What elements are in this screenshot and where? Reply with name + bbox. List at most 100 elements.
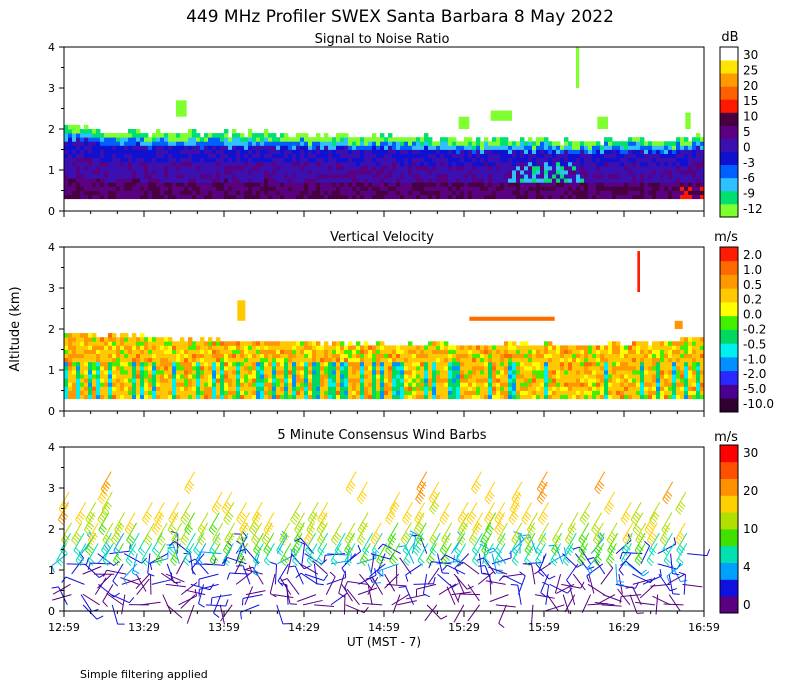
vv-cell [564,349,569,354]
vv-cell [584,357,589,363]
vv-cell [108,394,113,400]
snr-cell [436,145,441,150]
vv-cell [156,341,161,346]
snr-cell [652,165,657,171]
vv-cell [696,345,701,350]
vv-cell [276,345,281,350]
snr-cell [320,141,325,146]
vv-cell [416,361,421,367]
snr-cell [272,161,277,167]
snr-cell [432,157,437,163]
snr-cell [652,149,657,154]
vv-cell [588,349,593,354]
vv-cell [496,357,501,363]
vv-cell [360,394,365,400]
snr-cell [236,190,241,195]
vv-cell [140,349,145,354]
snr-cell [220,145,225,150]
vv-cell [640,353,645,359]
snr-cell [612,194,617,200]
snr-cell [64,174,69,179]
vv-cell [364,386,369,391]
snr-cell [312,165,317,171]
snr-cell [308,141,313,146]
snr-cell [456,190,461,195]
vv-cell [680,361,685,367]
snr-cell [92,141,97,146]
vv-cell [616,353,621,359]
vv-cell [512,394,517,400]
vv-cell [488,365,493,371]
snr-cell [132,149,137,154]
vv-cell [248,365,253,371]
snr-cell [196,145,201,150]
snr-cell [296,153,301,159]
vv-cell [180,386,185,391]
snr-cell [700,178,705,183]
snr-cell [500,137,505,142]
vv-cell [68,386,73,391]
vv-cell [688,365,693,371]
snr-cell [568,170,573,175]
snr-cell [392,141,397,146]
snr-cell [168,194,173,200]
vv-cell [168,345,173,350]
vv-cell [464,361,469,367]
snr-cell [552,190,557,195]
vv-cell [316,361,321,367]
vv-cell [72,333,77,338]
vv-cell [644,365,649,371]
snr-cell [120,190,125,195]
vv-cell [108,374,113,379]
vv-cell [492,365,497,371]
vv-cell [372,394,377,400]
vv-cell [248,357,253,363]
snr-cell [640,141,645,146]
snr-cell [396,149,401,154]
vv-cell [304,353,309,359]
snr-cell [556,149,561,154]
vv-cell [172,390,177,395]
snr-cell [548,165,553,171]
snr-cell [364,186,369,191]
snr-cell [344,161,349,167]
wind-barb-feather [104,503,111,510]
snr-cell [668,157,673,163]
vv-cell [600,349,605,354]
vv-cell [132,361,137,367]
snr-cell [664,145,669,150]
snr-cell [672,182,677,187]
snr-cell [76,133,81,138]
snr-cell [128,145,133,150]
vv-cell [372,365,377,371]
vv-cell [184,361,189,367]
vv-cell [180,337,185,342]
snr-cell [196,186,201,191]
snr-cell [636,165,641,171]
snr-cell [408,149,413,154]
snr-cell [344,141,349,146]
snr-cell [624,190,629,195]
snr-cell [216,133,221,138]
snr-cell [152,182,157,187]
vv-cell [132,337,137,342]
vv-cell [108,341,113,346]
vv-cell [420,378,425,383]
vv-cell [144,353,149,359]
snr-cell [292,137,297,142]
vv-cell [76,349,81,354]
snr-cell [372,149,377,154]
snr-cell [636,157,641,163]
vv-cell [248,382,253,387]
snr-cell [228,182,233,187]
colorbar-swatch [720,384,738,399]
vv-cell [300,349,305,354]
snr-cell [380,153,385,159]
vv-cell [216,382,221,387]
snr-cell [312,161,317,167]
snr-cell [688,190,693,195]
wind-barb-feather [79,511,86,518]
vv-cell [664,390,669,395]
snr-cell [188,137,193,142]
vv-cell [532,365,537,371]
